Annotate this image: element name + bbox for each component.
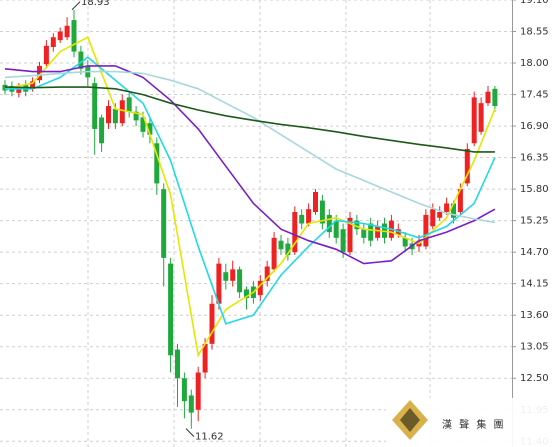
candle-body [223,272,229,281]
candle-body [347,217,353,253]
candle-body [306,209,312,224]
candle-body [119,100,125,124]
candle-body [133,111,139,121]
moving-average-line [4,86,495,153]
candle-body [16,87,22,93]
annotation-pointer [71,1,81,11]
candle-body [492,88,498,107]
candle-body [126,97,132,112]
candle-body [71,20,77,52]
candle-body [202,343,208,373]
y-tick-label: 14.70 [520,247,549,258]
candle-body [485,91,491,104]
candle-body [237,269,243,293]
candle-body [175,349,180,379]
candle-body [375,226,381,238]
y-tick-label: 19.10 [520,0,549,6]
candle-body [264,266,270,281]
candle-body [285,243,291,256]
y-tick-label: 12.50 [520,373,549,384]
candle-body [30,81,36,89]
moving-average-line [4,70,496,224]
y-tick-label: 16.35 [520,153,549,164]
y-tick-label: 15.25 [520,216,549,227]
candle-body [299,214,305,224]
y-tick-label: 18.55 [520,27,549,38]
candle-body [99,117,105,144]
candle-body [57,31,63,41]
candle-body [340,229,346,253]
candle-body [112,108,118,124]
candle-body [354,220,360,230]
candle-body [430,209,436,227]
candle-body [368,223,374,241]
y-tick-label: 17.45 [520,90,549,101]
candle-body [464,149,470,184]
candle-body [457,189,463,213]
logo-diamond-inner [400,408,420,432]
candle-body [423,214,429,247]
candle-body [92,83,98,129]
candle-body [319,200,325,224]
candle-body [140,117,146,132]
y-tick-label: 13.60 [520,310,549,321]
candle-body [50,37,56,47]
candle-body [257,280,263,296]
candle-body [216,263,222,304]
candle-body [147,123,153,135]
vertical-grid [87,0,431,447]
candle-body [154,143,160,184]
annotation-label: 18.93 [81,0,110,8]
candle-body [333,220,339,238]
candle-body [313,191,318,213]
candle-body [37,65,42,81]
candle-body [106,106,111,124]
candle-body [402,237,408,247]
y-tick-label: 15.80 [520,184,549,195]
annotation-pointer [185,428,195,438]
candle-body [209,303,215,344]
moving-average-line [4,65,496,265]
candle-body [64,25,70,38]
candle-body [326,214,332,233]
candle-body [292,212,298,253]
logo-text: 漢 聲 集 團 [442,418,506,431]
candle-body [244,289,249,298]
candle-body [478,103,484,132]
candle-body [278,240,284,250]
candle-body [230,269,236,281]
candle-body [451,203,456,218]
moving-average-line [5,56,496,325]
moving-average-line [4,36,496,358]
y-tick-label: 18.00 [520,58,549,69]
candle-body [78,51,84,69]
candle-body [188,395,194,413]
candle-body [361,229,367,238]
candle-body [444,203,450,213]
candle-body [437,212,443,218]
candle-body [471,97,477,144]
y-tick-label: 14.15 [520,279,549,290]
y-tick-label: 13.05 [520,342,549,353]
annotation-label: 11.62 [195,432,224,443]
candle-body [43,45,49,65]
candle-body [181,378,187,402]
y-tick-label: 16.90 [520,121,549,132]
candle-body [195,372,201,410]
candle-body [161,189,167,258]
logo: 漢 聲 集 團 [386,398,554,447]
candle-body [168,263,174,356]
candle-body [271,237,277,270]
